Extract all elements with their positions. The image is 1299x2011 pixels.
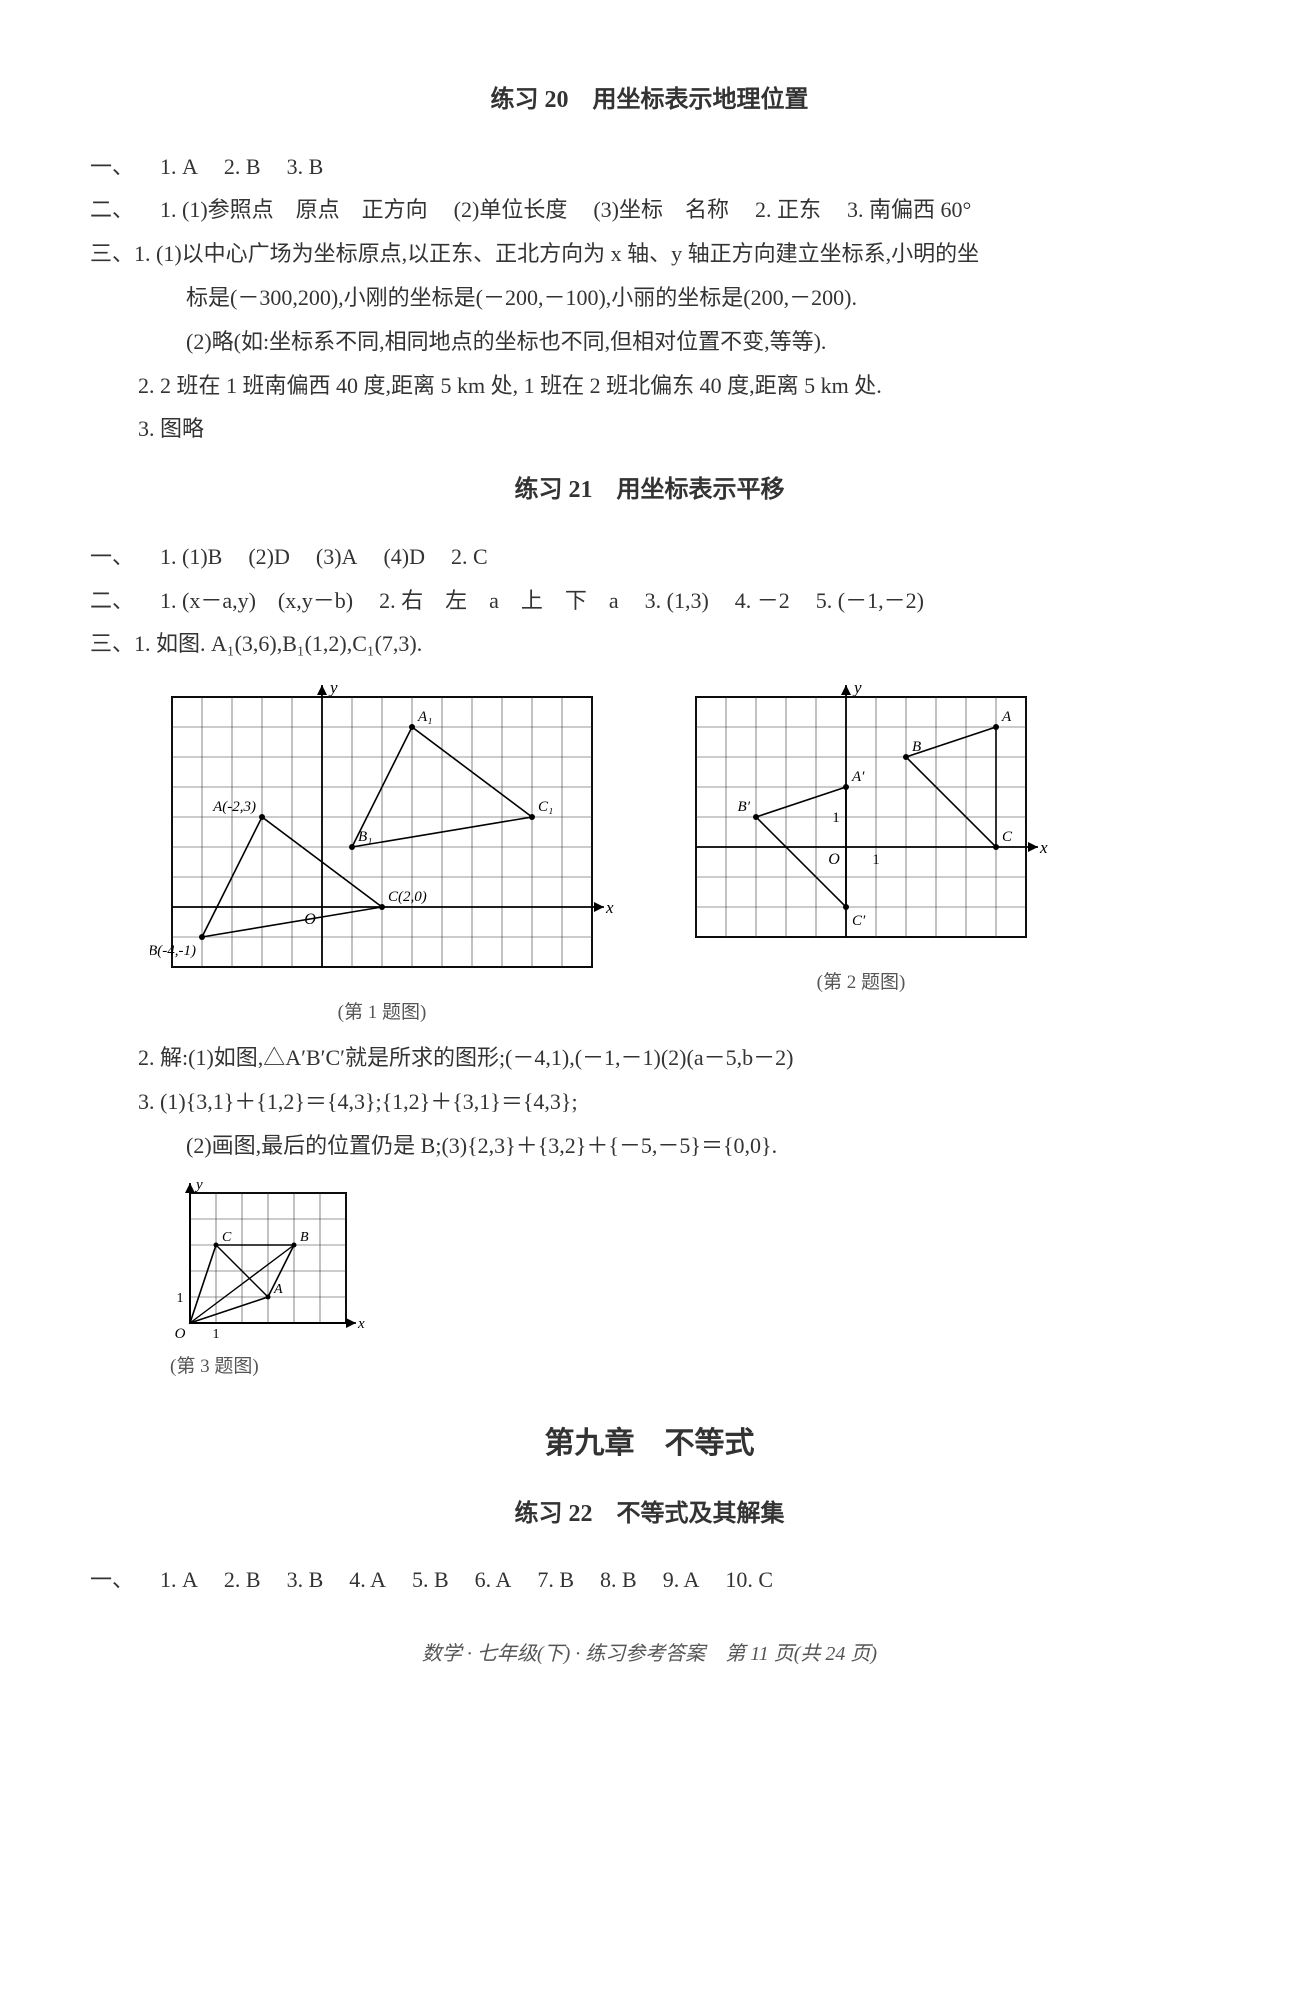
ex21-title: 练习 21 用坐标表示平移 (90, 468, 1209, 514)
svg-text:1: 1 (832, 810, 840, 826)
ex20-s2-p1: (2)单位长度 (454, 197, 568, 222)
svg-text:O: O (175, 1326, 186, 1342)
ex21-s1-i3: (4)D (383, 544, 425, 569)
ex20-title: 练习 20 用坐标表示地理位置 (90, 78, 1209, 124)
ex22-title: 练习 22 不等式及其解集 (90, 1492, 1209, 1538)
svg-text:B: B (912, 739, 921, 755)
ex20-s3-prefix: 三、 (90, 241, 134, 266)
ex21-s3-prefix: 三、 (90, 631, 134, 656)
ex22-s1-i4: 5. B (412, 1567, 449, 1592)
svg-text:C: C (222, 1230, 232, 1245)
ex20-s2-p3: 2. 正东 (755, 197, 821, 222)
fig2-svg: x y O 1 1 A B C A′ B′ C′ (674, 675, 1048, 959)
ex22-s1-i7: 8. B (600, 1567, 637, 1592)
ex21-s3-l3b: (2)画图,最后的位置仍是 B;(3){2,3}＋{3,2}＋{－5,－5}＝{… (90, 1125, 1209, 1167)
fig1-caption: (第 1 题图) (338, 995, 427, 1031)
ex21-s2-prefix: 二、 (90, 588, 134, 613)
svg-text:A: A (273, 1282, 283, 1297)
ex20-s1-prefix: 一、 (90, 154, 134, 179)
svg-text:1: 1 (177, 1291, 184, 1306)
ex22-s1-prefix: 一、 (90, 1567, 134, 1592)
ex22-s1-i8: 9. A (663, 1567, 700, 1592)
fig2-caption: (第 2 题图) (817, 965, 906, 1001)
ex21-s3-l2: 2. 解:(1)如图,△A′B′C′就是所求的图形;(－4,1),(－1,－1)… (90, 1037, 1209, 1079)
ex20-s2-p0: 1. (1)参照点 原点 正方向 (160, 197, 428, 222)
svg-text:x: x (1039, 838, 1048, 857)
ex21-s2-p0: 1. (x－a,y) (x,y－b) (160, 588, 353, 613)
ex20-s2: 二、 1. (1)参照点 原点 正方向 (2)单位长度 (3)坐标 名称 2. 正东 3.… (90, 189, 1209, 231)
ex22-s1-i2: 3. B (287, 1567, 324, 1592)
chapter-title: 第九章 不等式 (90, 1415, 1209, 1472)
ex22-s1-i1: 2. B (224, 1567, 261, 1592)
ex22-s1-i3: 4. A (349, 1567, 386, 1592)
figures-row-1: xyOA(-2,3)B(-4,-1)C(2,0)A₁B₁C₁ (第 1 题图) … (150, 675, 1209, 1031)
ex21-s1-i0: 1. (1)B (160, 544, 222, 569)
svg-text:C: C (1002, 829, 1013, 845)
figure-2: x y O 1 1 A B C A′ B′ C′ (第 2 题图) (674, 675, 1048, 1001)
svg-text:y: y (194, 1177, 203, 1193)
svg-text:1: 1 (213, 1327, 220, 1342)
ex20-s1: 一、 1. A 2. B 3. B (90, 146, 1209, 188)
ex20-s3-l1a: 三、1. (1)以中心广场为坐标原点,以正东、正北方向为 x 轴、y 轴正方向建… (90, 233, 1209, 275)
svg-text:y: y (852, 678, 862, 697)
ex21-s1-i4: 2. C (451, 544, 488, 569)
ex20-s3-l3: 3. 图略 (90, 408, 1209, 450)
ex22-s1: 一、 1. A 2. B 3. B 4. A 5. B 6. A 7. B 8. B 9. A 10… (90, 1559, 1209, 1601)
svg-text:C(2,0): C(2,0) (388, 889, 427, 905)
svg-text:x: x (357, 1316, 365, 1332)
ex22-s1-i9: 10. C (725, 1567, 773, 1592)
ex20-s3-l2: 2. 2 班在 1 班南偏西 40 度,距离 5 km 处, 1 班在 2 班北… (90, 365, 1209, 407)
ex20-s2-prefix: 二、 (90, 197, 134, 222)
ex21-s3-l1-text: 1. 如图. A₁(3,6),B₁(1,2),C₁(7,3). (134, 631, 422, 656)
svg-text:A₁: A₁ (417, 709, 432, 725)
ex21-s3-l1: 三、1. 如图. A₁(3,6),B₁(1,2),C₁(7,3). (90, 623, 1209, 665)
ex20-s3-l1a-text: 1. (1)以中心广场为坐标原点,以正东、正北方向为 x 轴、y 轴正方向建立坐… (134, 241, 979, 266)
ex21-s2-p1: 2. 右 左 a 上 下 a (379, 588, 619, 613)
ex22-s1-i6: 7. B (537, 1567, 574, 1592)
ex21-s2: 二、 1. (x－a,y) (x,y－b) 2. 右 左 a 上 下 a 3. (1,… (90, 580, 1209, 622)
ex20-s3-l1c: (2)略(如:坐标系不同,相同地点的坐标也不同,但相对位置不变,等等). (90, 321, 1209, 363)
ex21-s1: 一、 1. (1)B (2)D (3)A (4)D 2. C (90, 536, 1209, 578)
svg-text:B′: B′ (738, 799, 751, 815)
ex22-s1-i5: 6. A (475, 1567, 512, 1592)
page-footer: 数学 · 七年级(下) · 练习参考答案 第 11 页(共 24 页) (90, 1635, 1209, 1673)
ex21-s3-l3a: 3. (1){3,1}＋{1,2}＝{4,3};{1,2}＋{3,1}＝{4,3… (90, 1081, 1209, 1123)
ex21-s2-p2: 3. (1,3) (645, 588, 709, 613)
svg-text:C′: C′ (852, 913, 866, 929)
ex22-s1-i0: 1. A (160, 1567, 198, 1592)
fig3-svg: x y O 1 1 A B C (170, 1173, 366, 1343)
svg-text:O: O (828, 851, 840, 868)
ex20-s3-l1b: 标是(－300,200),小刚的坐标是(－200,－100),小丽的坐标是(20… (90, 277, 1209, 319)
ex20-s1-i0: 1. A (160, 154, 198, 179)
svg-text:x: x (605, 898, 614, 917)
svg-text:B: B (300, 1230, 309, 1245)
ex20-s1-i1: 2. B (224, 154, 261, 179)
fig3-caption: (第 3 题图) (170, 1349, 259, 1385)
ex20-s2-p4: 3. 南偏西 60° (847, 197, 971, 222)
svg-text:B₁: B₁ (358, 829, 372, 845)
figure-3: x y O 1 1 A B C (第 3 题图) (170, 1173, 1209, 1385)
ex21-s1-i1: (2)D (248, 544, 290, 569)
svg-text:A: A (1001, 709, 1012, 725)
ex20-s2-p2: (3)坐标 名称 (593, 197, 729, 222)
ex21-s1-prefix: 一、 (90, 544, 134, 569)
svg-text:y: y (328, 678, 338, 697)
svg-text:A′: A′ (851, 769, 865, 785)
ex21-s2-p4: 5. (－1,－2) (816, 588, 924, 613)
ex21-s1-i2: (3)A (316, 544, 358, 569)
svg-text:1: 1 (872, 852, 880, 868)
svg-text:B(-4,-1): B(-4,-1) (150, 943, 196, 959)
figure-1: xyOA(-2,3)B(-4,-1)C(2,0)A₁B₁C₁ (第 1 题图) (150, 675, 614, 1031)
fig1-svg: xyOA(-2,3)B(-4,-1)C(2,0)A₁B₁C₁ (150, 675, 614, 989)
ex20-s1-i2: 3. B (287, 154, 324, 179)
ex21-s2-p3: 4. －2 (735, 588, 790, 613)
svg-text:C₁: C₁ (538, 799, 553, 815)
svg-text:A(-2,3): A(-2,3) (212, 799, 256, 815)
